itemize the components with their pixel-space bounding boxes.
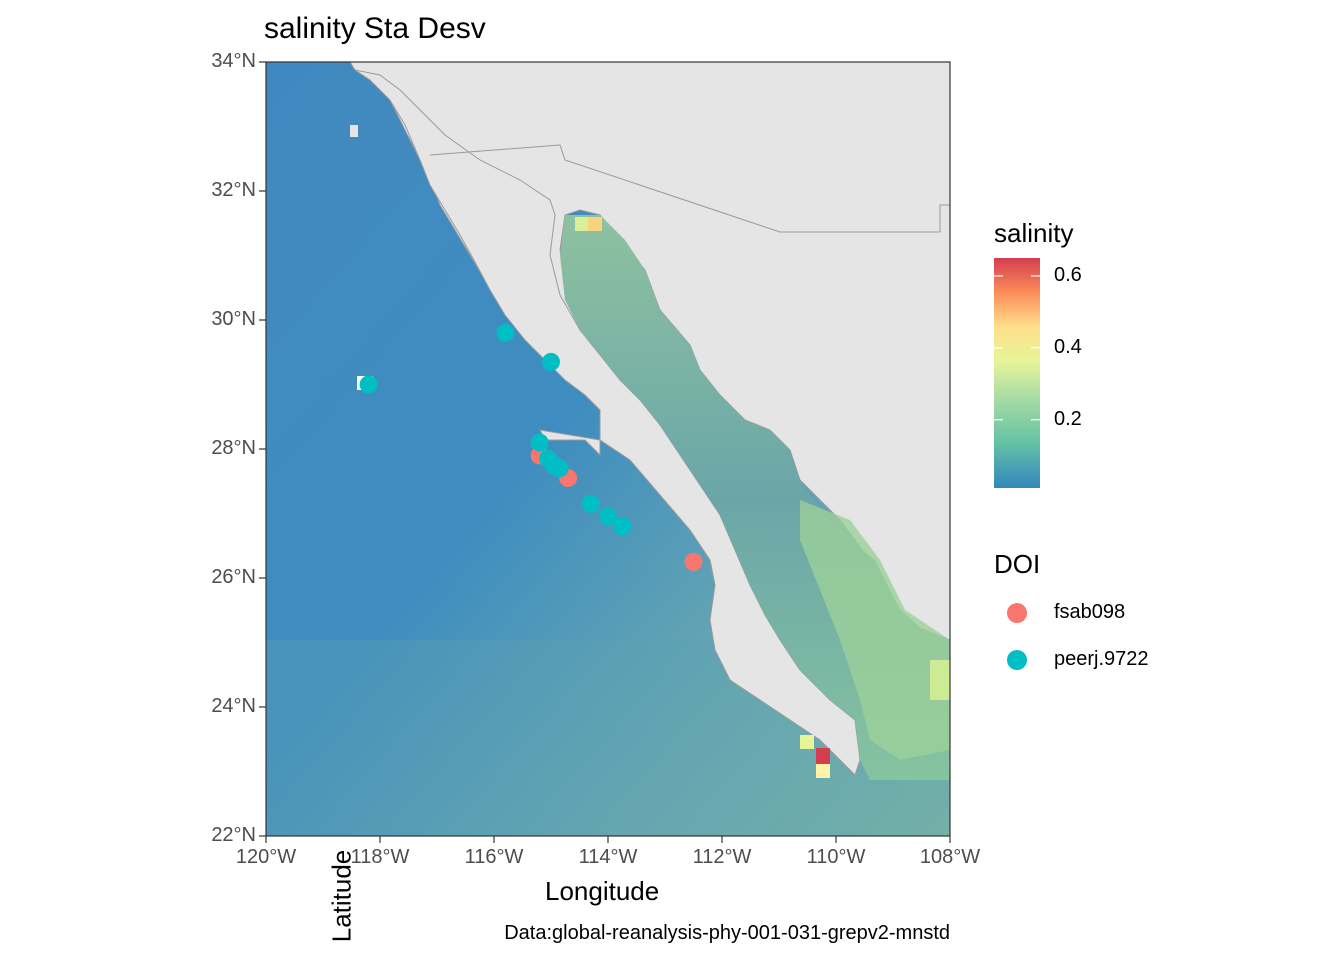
x-tick-label: 120°W <box>235 846 297 868</box>
colorbar-tick-label: 0.4 <box>1054 335 1082 358</box>
map-panel <box>266 62 950 836</box>
y-tick-label: 22°N <box>211 824 256 846</box>
x-axis-label: Longitude <box>545 876 660 906</box>
colorbar <box>994 258 1040 488</box>
data-points <box>359 323 703 571</box>
colorbar-ticks <box>994 275 1040 421</box>
hotspot-cell <box>816 748 830 764</box>
y-tick-label: 28°N <box>211 437 256 459</box>
point-peerj.9722 <box>599 507 617 526</box>
x-tick-label: 108°W <box>919 846 981 868</box>
y-tick-label: 34°N <box>211 50 256 72</box>
y-tick-label: 32°N <box>211 179 256 201</box>
legend-key-label: fsab098 <box>1054 601 1126 623</box>
baja-peninsula <box>354 69 861 776</box>
point-peerj.9722 <box>550 459 569 478</box>
point-peerj.9722 <box>613 517 632 536</box>
hotspot-cell <box>800 735 814 749</box>
point-fsab098 <box>684 552 703 571</box>
hotspot-cell <box>816 764 830 778</box>
map-caption: Data:global-reanalysis-phy-001-031-grepv… <box>504 922 950 944</box>
map-title: salinity Sta Desv <box>264 12 486 45</box>
border-line <box>429 144 950 233</box>
hotspot-cell <box>588 217 602 231</box>
y-tick-label: 26°N <box>211 566 256 588</box>
point-peerj.9722 <box>359 375 378 394</box>
axis-ticks <box>259 61 951 843</box>
x-tick-label: 110°W <box>806 846 866 868</box>
point-peerj.9722 <box>581 494 600 513</box>
colorbar-tick-label: 0.2 <box>1054 407 1082 430</box>
legend-color-title: DOI <box>994 549 1041 579</box>
gulf-east-water <box>800 500 950 760</box>
x-tick-label: 116°W <box>464 846 524 868</box>
x-tick-label: 114°W <box>578 846 638 868</box>
colorbar-tick-label: 0.6 <box>1054 263 1082 286</box>
island <box>350 125 358 137</box>
x-tick-label: 118°W <box>350 846 410 868</box>
hotspot-cell <box>930 660 950 700</box>
legend-key-dot <box>1007 650 1027 670</box>
legend-key-label: peerj.9722 <box>1054 648 1149 670</box>
hotspot-cell <box>575 217 588 231</box>
legend-fill-title: salinity <box>994 218 1074 248</box>
point-peerj.9722 <box>496 323 515 342</box>
y-tick-label: 30°N <box>211 308 256 330</box>
x-tick-label: 112°W <box>692 846 752 868</box>
point-peerj.9722 <box>530 433 549 452</box>
y-tick-label: 24°N <box>211 695 256 717</box>
point-peerj.9722 <box>542 352 560 371</box>
legend-key-dot <box>1007 603 1027 623</box>
